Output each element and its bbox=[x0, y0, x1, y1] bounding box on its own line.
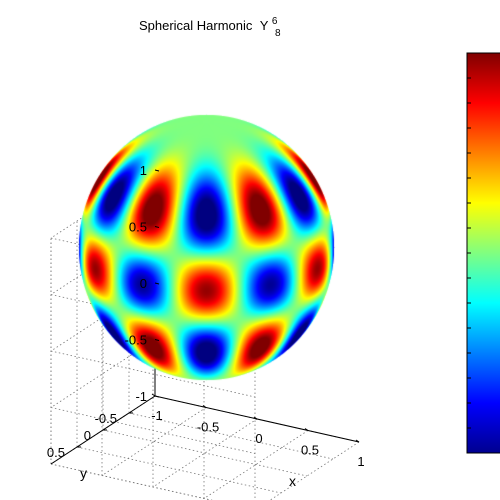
z-tick-mark bbox=[154, 282, 160, 285]
y-tick-label: 0 bbox=[84, 428, 91, 443]
x-tick-mark bbox=[355, 439, 360, 443]
grid-line-floor-x bbox=[269, 441, 360, 500]
x-tick-label: -1 bbox=[151, 408, 163, 423]
x-tick-mark bbox=[151, 393, 156, 397]
title-subscript: 8 bbox=[275, 28, 281, 39]
chart-title-text: Spherical Harmonic bbox=[139, 18, 253, 33]
grid-line-floor-y bbox=[76, 446, 282, 494]
x-tick-label: 1 bbox=[357, 454, 364, 469]
x-axis-label: x bbox=[289, 473, 296, 489]
tick-labels: -1 -0.5 0 0.5 1 -0.5 0 0.5 -1 -0.5 0 0.5 1 bbox=[47, 163, 365, 469]
z-tick-mark bbox=[154, 169, 160, 172]
y-tick-label: 0.5 bbox=[47, 445, 65, 460]
grid-line-floor-y bbox=[128, 412, 334, 460]
z-tick-label: 1 bbox=[140, 163, 147, 178]
x-tick-label: 0 bbox=[255, 431, 262, 446]
grid-line-floor-x bbox=[101, 407, 207, 476]
grid-line-floor-y bbox=[102, 429, 308, 477]
title-superscript: 6 bbox=[272, 16, 278, 27]
z-tick-label: 0.5 bbox=[129, 220, 147, 235]
z-tick-mark bbox=[154, 226, 160, 228]
z-tick-label: -0.5 bbox=[125, 333, 147, 348]
z-tick-mark bbox=[154, 339, 160, 341]
x-tick-mark bbox=[304, 428, 309, 431]
grid-line-floor-x bbox=[152, 418, 258, 488]
z-tick-label: 0 bbox=[140, 276, 147, 291]
grid-line-floor-x bbox=[203, 430, 309, 499]
title-symbol: Y bbox=[260, 18, 269, 33]
x-tick-label: 0.5 bbox=[301, 443, 319, 458]
y-tick-label: -0.5 bbox=[95, 411, 117, 426]
chart-title: Spherical Harmonic Y 6 8 bbox=[139, 12, 281, 39]
z-tick-label: -1 bbox=[135, 389, 147, 404]
colorbar bbox=[466, 52, 500, 454]
x-tick-label: -0.5 bbox=[197, 420, 219, 435]
x-tick-mark bbox=[253, 416, 258, 420]
sphere-surface bbox=[76, 112, 336, 382]
x-tick-mark bbox=[202, 405, 207, 408]
z-tick-mark bbox=[154, 395, 160, 398]
grid-line-floor-y bbox=[50, 463, 213, 500]
y-axis-label: y bbox=[80, 465, 87, 481]
colorbar-ticks bbox=[467, 52, 471, 454]
